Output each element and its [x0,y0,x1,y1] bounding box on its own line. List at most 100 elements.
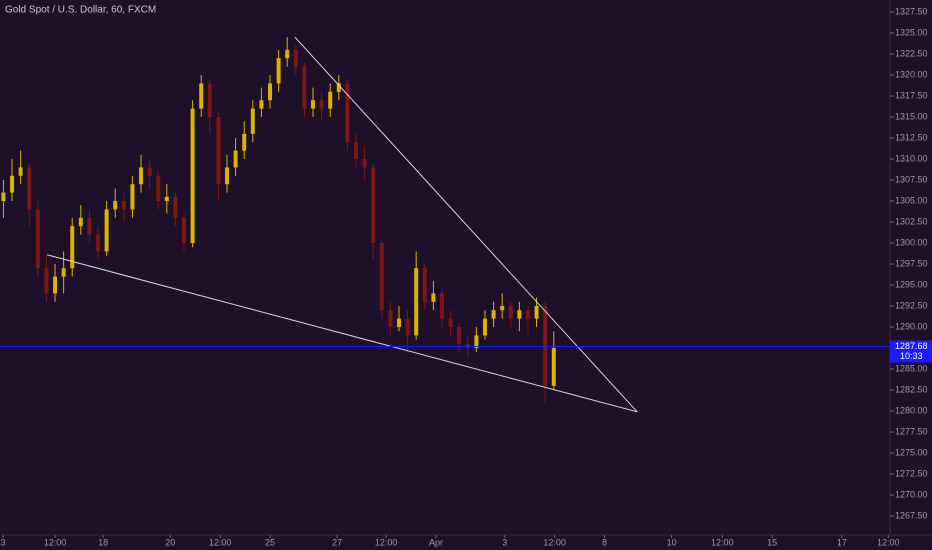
candle-body [293,49,298,67]
candle-body [336,83,341,92]
y-tick-label: 1295.00 [895,279,928,289]
candle-body [500,306,505,311]
candle-body [405,318,410,336]
y-tick-label: 1327.50 [895,6,928,16]
y-tick-label: 1292.50 [895,300,928,310]
y-tick-label: 1282.50 [895,384,928,394]
y-tick-label: 1297.50 [895,258,928,268]
x-tick-label: 12:00 [375,537,398,547]
y-tick-label: 1290.00 [895,321,928,331]
candle-body [388,310,393,328]
candle-body [457,327,462,344]
candle-body [525,310,530,319]
y-tick-label: 1325.00 [895,27,928,37]
candle-body [164,196,169,202]
candle-body [233,150,238,168]
candle-body [439,293,444,319]
candle-body [139,167,144,185]
x-tick-label: 12:00 [543,537,566,547]
candle-body [96,234,101,252]
y-tick-label: 1280.00 [895,405,928,415]
candle-body [474,335,479,349]
y-tick-label: 1315.00 [895,111,928,121]
candle-body [448,318,453,328]
x-tick-label: 12:00 [44,537,67,547]
candle-body [104,209,109,252]
candle-body [328,91,333,109]
candle-body [173,196,178,218]
candle-body [431,293,436,302]
candle-body [508,306,513,319]
candle-body [482,318,487,336]
candle-body [44,268,49,294]
candle-body [53,276,58,294]
candle-body [1,192,6,202]
candle-body [534,306,539,319]
x-tick-label: 27 [332,537,342,547]
y-tick-label: 1275.00 [895,447,928,457]
trendline [46,254,638,413]
y-tick-label: 1277.50 [895,426,928,436]
candle-body [87,217,92,235]
candle-body [182,217,187,244]
y-tick-label: 1300.00 [895,237,928,247]
y-tick-label: 1285.00 [895,363,928,373]
candle-body [242,133,247,151]
candle-body [18,167,23,176]
candle-body [396,318,401,328]
candle-body [156,175,161,202]
candle-body [543,306,548,386]
candle-body [147,167,152,176]
candle-body [78,217,83,227]
y-tick-label: 1267.50 [895,510,928,520]
y-tick-label: 1317.50 [895,90,928,100]
countdown-label: 10:33 [900,351,923,361]
y-tick-label: 1302.50 [895,216,928,226]
candle-body [27,167,32,210]
candle-body [70,226,75,269]
x-tick-label: 3 [1,537,6,547]
candle-body [285,49,290,59]
candle-body [354,142,358,160]
price-label: 1287.68 [895,341,928,351]
candle-body [10,175,15,193]
candle-body [250,108,255,134]
candle-body [319,100,324,109]
x-tick-label: 12:00 [711,537,734,547]
candle-body [207,83,212,118]
candle-body [113,201,118,210]
candle-body [414,268,419,336]
x-tick-label: 15 [767,537,777,547]
x-tick-label: 12:00 [877,537,900,547]
y-tick-label: 1310.00 [895,153,928,163]
candle-body [35,209,40,269]
candle-body [190,108,195,244]
candle-body [551,348,556,386]
candle-body [345,83,350,143]
candle-body [311,100,316,109]
x-tick-label: 3 [502,537,507,547]
x-tick-label: 17 [837,537,847,547]
y-tick-label: 1272.50 [895,468,928,478]
candle-body [302,66,307,109]
candle-body [491,310,496,319]
x-tick-label: 18 [98,537,108,547]
candle-body [379,243,384,311]
candle-body [199,83,204,109]
price-label-box [890,340,932,363]
y-tick-label: 1312.50 [895,132,928,142]
candle-body [259,100,264,109]
x-tick-label: 10 [667,537,677,547]
candle-body [422,268,427,302]
y-tick-label: 1305.00 [895,195,928,205]
y-tick-label: 1307.50 [895,174,928,184]
candle-body [121,201,126,210]
trendline [294,36,638,413]
candle-body [371,167,376,244]
candle-body [225,167,230,185]
candle-body [61,268,66,277]
chart-title: Gold Spot / U.S. Dollar, 60, FXCM [5,5,156,16]
x-tick-label: 25 [265,537,275,547]
